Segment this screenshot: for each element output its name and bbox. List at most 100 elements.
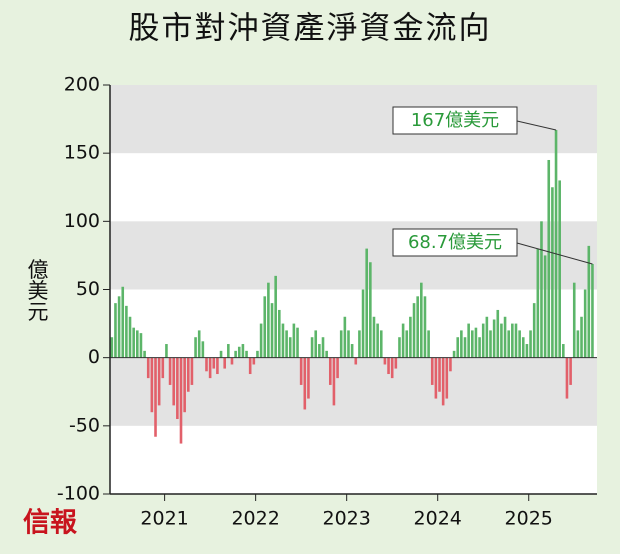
annotation-leader <box>516 242 593 265</box>
bar <box>438 357 441 392</box>
bar <box>161 357 165 379</box>
bar <box>321 337 325 358</box>
bar <box>532 303 536 358</box>
bar <box>463 337 467 358</box>
bar <box>183 357 186 413</box>
bar <box>136 330 139 358</box>
bar <box>194 337 197 358</box>
bar <box>540 221 543 358</box>
x-tick-label: 2023 <box>322 508 370 530</box>
bar <box>376 323 379 358</box>
bar <box>507 330 511 358</box>
bar <box>197 330 201 358</box>
bar <box>518 330 521 358</box>
bar <box>201 341 205 358</box>
bar <box>296 327 299 358</box>
bar <box>492 319 496 358</box>
bar <box>456 337 460 358</box>
bar <box>543 255 547 358</box>
bar <box>569 357 572 385</box>
bar <box>281 323 285 358</box>
bar <box>128 316 132 358</box>
bar <box>114 303 117 358</box>
bar <box>186 357 190 392</box>
bar <box>267 282 270 358</box>
logo: 信報 <box>23 508 78 539</box>
bar <box>172 357 176 406</box>
bar <box>580 316 583 358</box>
bar <box>336 357 339 379</box>
y-tick-label: 50 <box>76 278 100 300</box>
bar <box>525 344 529 358</box>
y-tick-label: 100 <box>64 210 100 232</box>
bar <box>405 330 409 358</box>
bar <box>369 262 372 358</box>
bar <box>332 357 336 406</box>
bar <box>485 316 489 358</box>
chart-title: 股市對沖資產淨資金流向 <box>129 11 492 47</box>
bar <box>208 357 212 379</box>
annotation-box <box>392 106 518 135</box>
bar <box>350 344 354 358</box>
bar <box>274 275 277 358</box>
bar <box>237 346 241 358</box>
x-tick-label: 2021 <box>140 508 188 530</box>
bar <box>223 357 226 369</box>
bar <box>591 264 594 358</box>
annotation-leader <box>516 120 557 131</box>
bar <box>299 357 303 385</box>
bar <box>434 357 438 399</box>
bar <box>387 357 390 375</box>
bar <box>307 357 310 399</box>
bar <box>427 330 430 358</box>
bar <box>521 337 525 358</box>
bar <box>121 286 125 358</box>
bar <box>372 316 376 358</box>
bar <box>500 323 503 358</box>
bar <box>470 330 474 358</box>
bar <box>572 282 576 358</box>
bar <box>256 350 259 358</box>
bar <box>252 357 256 365</box>
x-tick-label: 2025 <box>505 508 553 530</box>
bar <box>132 327 135 358</box>
bar <box>314 330 318 358</box>
bar <box>230 357 234 365</box>
x-tick-label: 2022 <box>231 508 279 530</box>
y-tick-label: 200 <box>64 74 100 96</box>
bar <box>278 309 281 358</box>
bar <box>489 330 492 358</box>
bar <box>409 316 412 358</box>
grid-band <box>110 221 597 290</box>
bar <box>354 357 358 365</box>
y-tick-label: -100 <box>57 483 100 505</box>
bar <box>536 248 540 358</box>
grid-band <box>110 357 597 426</box>
bar <box>478 337 481 358</box>
bar <box>398 337 401 358</box>
bar <box>125 305 128 358</box>
bar <box>416 296 419 358</box>
bar <box>496 309 500 358</box>
y-axis-label: 億美元 <box>25 259 49 322</box>
annotation-box <box>392 228 518 257</box>
bar <box>310 337 314 358</box>
bar <box>460 330 463 358</box>
bar <box>452 350 456 358</box>
bar <box>529 330 532 358</box>
bar <box>288 337 292 358</box>
bar <box>587 245 591 358</box>
bar <box>212 357 216 369</box>
bar <box>117 296 121 358</box>
bar <box>430 357 434 385</box>
annotation-label: 68.7億美元 <box>408 232 502 253</box>
bar <box>150 357 154 413</box>
bar <box>248 357 252 375</box>
bar <box>241 344 245 358</box>
bar <box>441 357 445 406</box>
bar <box>190 357 194 385</box>
bar <box>110 337 114 358</box>
bar <box>347 330 350 358</box>
bar <box>503 316 507 358</box>
